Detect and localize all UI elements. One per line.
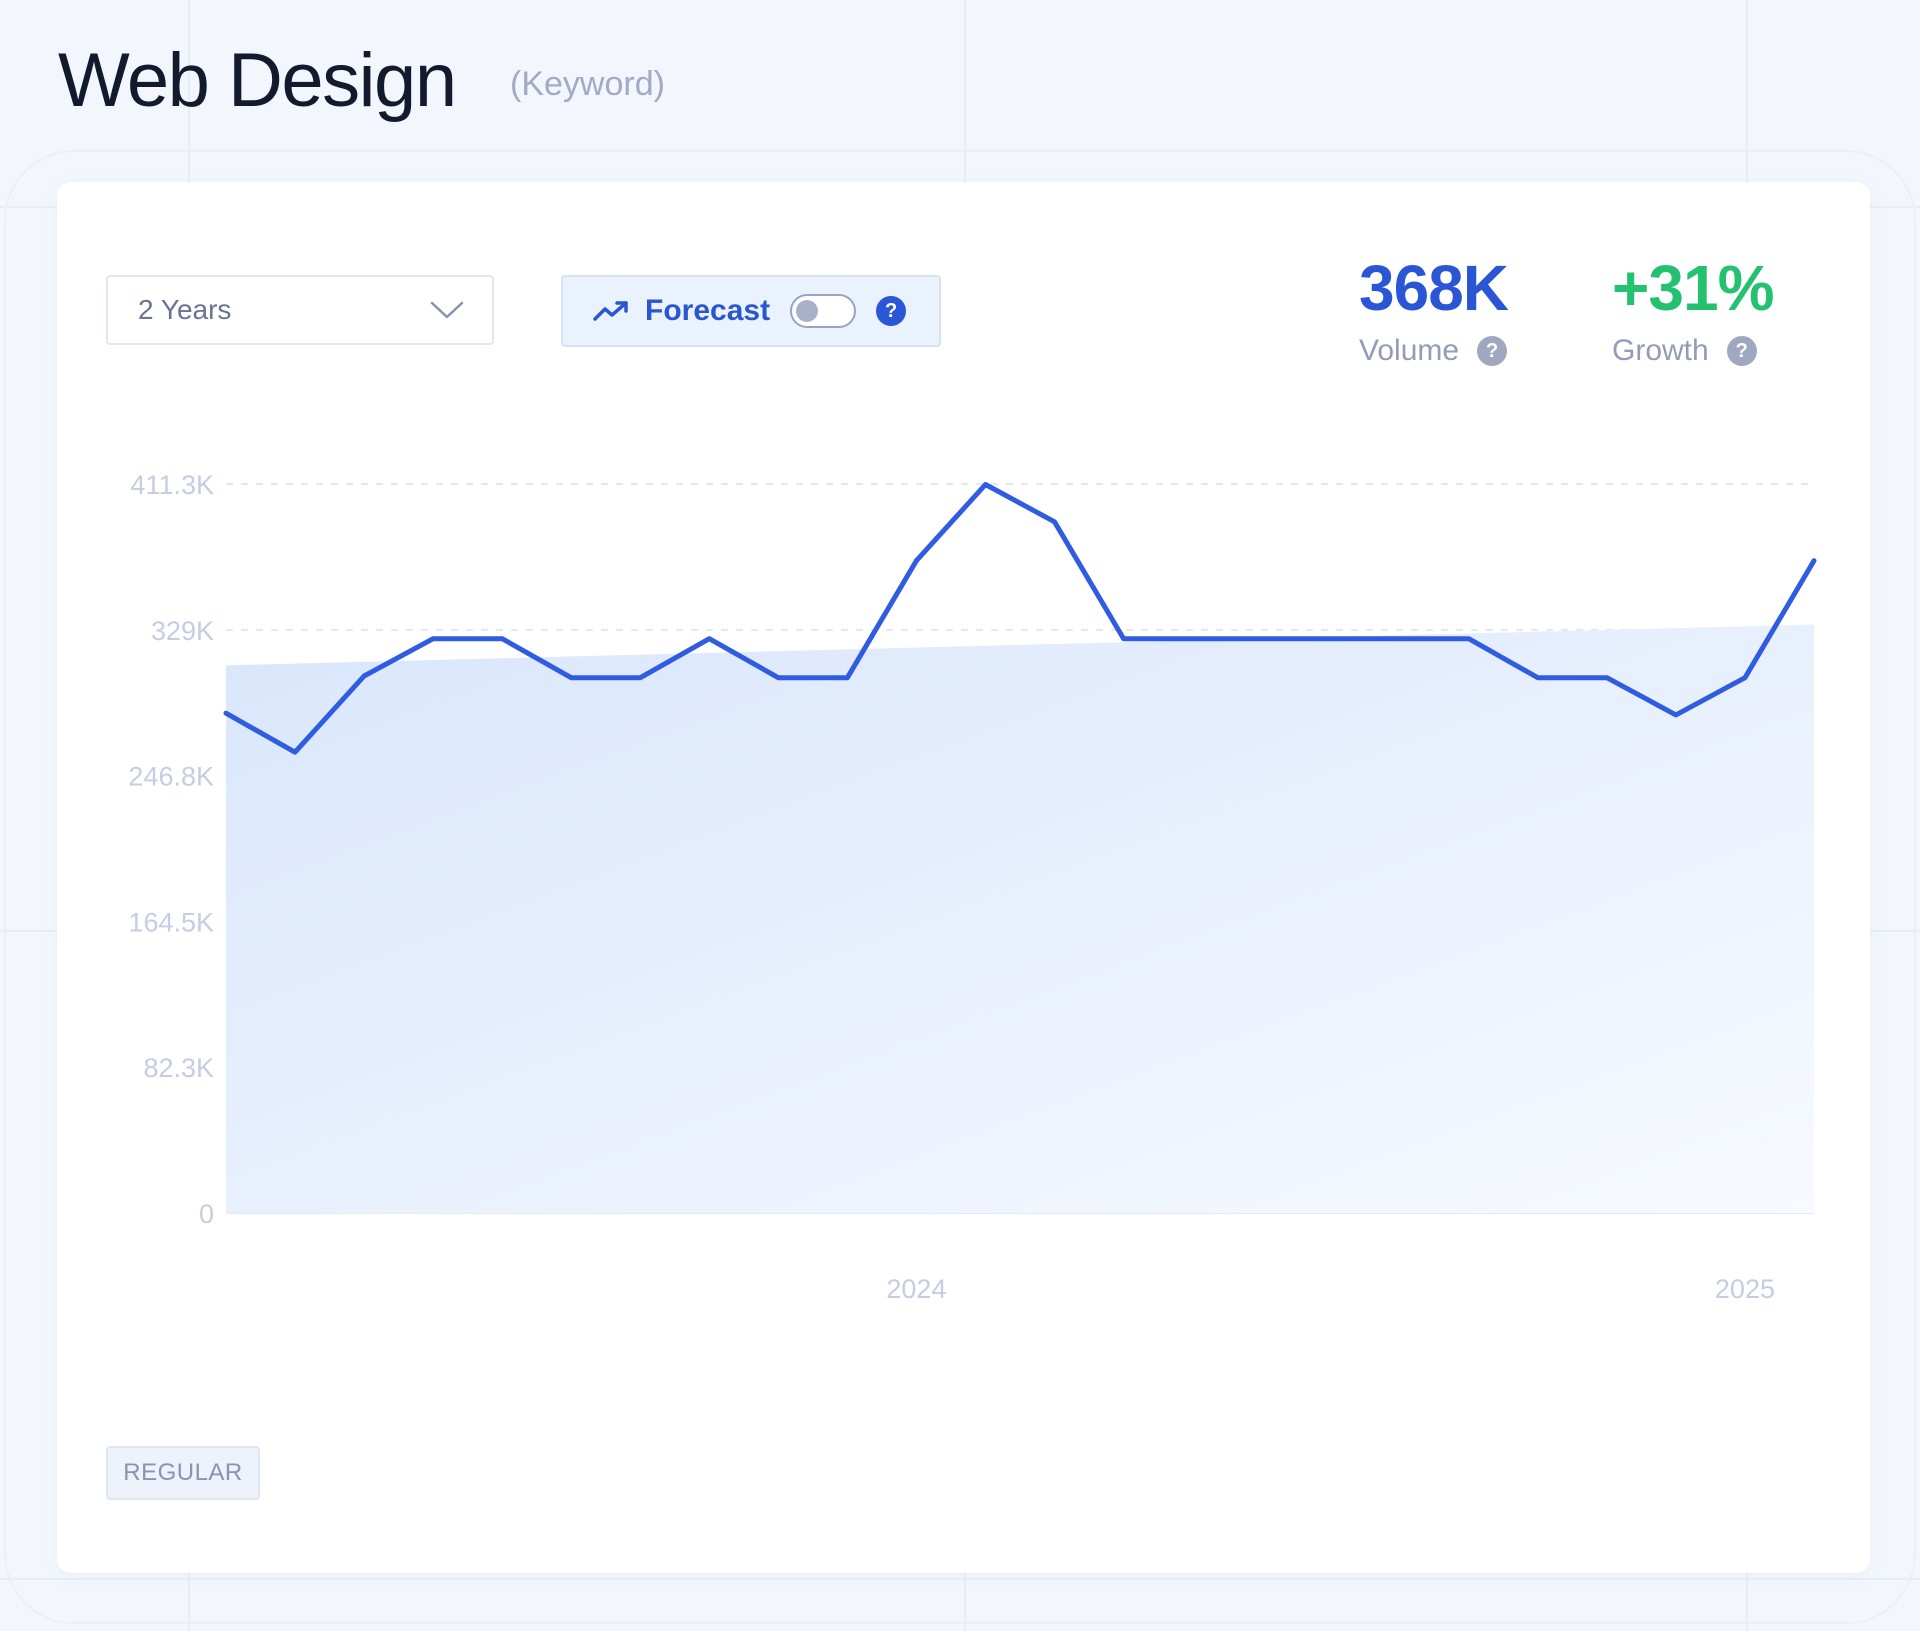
- volume-value: 368K: [1359, 252, 1509, 324]
- volume-metric: 368K Volume ?: [1359, 252, 1509, 368]
- growth-label: Growth: [1612, 334, 1709, 367]
- range-select-value: 2 Years: [138, 294, 232, 325]
- chevron-down-icon: [430, 301, 464, 319]
- y-tick-label: 411.3K: [130, 470, 214, 500]
- y-tick-label: 164.5K: [128, 907, 214, 937]
- range-select[interactable]: 2 Years: [106, 275, 494, 345]
- forecast-toggle[interactable]: [790, 294, 857, 328]
- x-tick-label: 2024: [886, 1274, 946, 1304]
- growth-help-icon[interactable]: ?: [1726, 336, 1757, 366]
- volume-help-icon[interactable]: ?: [1477, 336, 1508, 366]
- trend-card: 2 Years Forecast ? 368K Volume ? +31% Gr…: [57, 182, 1870, 1573]
- keyword-tag: (Keyword): [510, 65, 665, 103]
- y-tick-label: 329K: [151, 616, 214, 646]
- volume-label: Volume: [1359, 334, 1460, 367]
- trending-up-icon: [593, 301, 628, 321]
- volume-series-line: [223, 482, 1817, 755]
- y-tick-label: 0: [199, 1199, 214, 1229]
- keyword-type-badge: REGULAR: [106, 1446, 260, 1500]
- forecast-help-icon[interactable]: ?: [876, 296, 907, 326]
- y-tick-label: 82.3K: [143, 1053, 214, 1083]
- page-title: Web Design: [58, 38, 457, 123]
- growth-metric: +31% Growth ?: [1612, 252, 1774, 368]
- forecast-control: Forecast ?: [561, 275, 941, 347]
- trend-area: [226, 624, 1814, 1213]
- x-tick-label: 2025: [1715, 1274, 1775, 1304]
- growth-value: +31%: [1612, 252, 1774, 324]
- volume-chart: 0 82.3K 164.5K 246.8K 329K 411.3K 2024 2025: [128, 470, 1817, 1304]
- forecast-label: Forecast: [645, 294, 771, 327]
- y-tick-label: 246.8K: [128, 762, 214, 792]
- toggle-knob: [796, 300, 819, 322]
